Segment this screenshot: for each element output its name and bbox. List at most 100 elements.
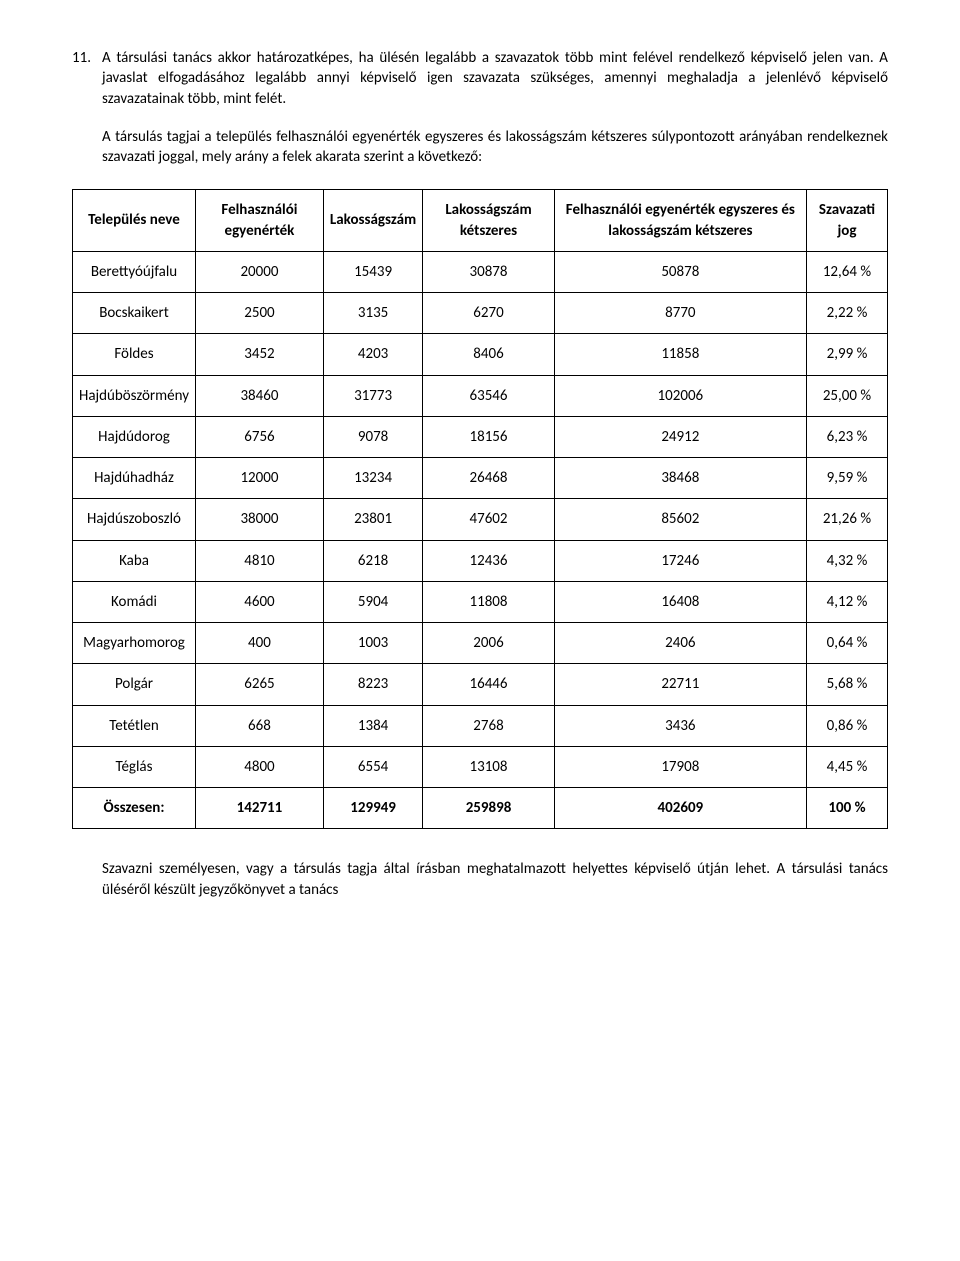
list-number: 11.: [72, 48, 102, 109]
cell-value: 38468: [554, 458, 806, 499]
cell-value: 2406: [554, 623, 806, 664]
cell-value: 400: [195, 623, 323, 664]
cell-value: 6270: [423, 293, 555, 334]
cell-value: 26468: [423, 458, 555, 499]
cell-value: 22711: [554, 664, 806, 705]
cell-value: 2006: [423, 623, 555, 664]
cell-total-value: 402609: [554, 788, 806, 829]
list-item-11: 11. A társulási tanács akkor határozatké…: [72, 48, 888, 109]
table-total-row: Összesen:142711129949259898402609100 %: [73, 788, 888, 829]
cell-name: Hajdúdorog: [73, 416, 196, 457]
col-header-combined: Felhasználói egyenérték egyszeres és lak…: [554, 190, 806, 252]
table-row: Kaba4810621812436172464,32 %: [73, 540, 888, 581]
cell-value: 4203: [323, 334, 422, 375]
cell-value: 9078: [323, 416, 422, 457]
table-row: Magyarhomorog4001003200624060,64 %: [73, 623, 888, 664]
cell-name: Berettyóújfalu: [73, 251, 196, 292]
paragraph-11: A társulási tanács akkor határozatképes,…: [102, 48, 888, 109]
cell-value: 85602: [554, 499, 806, 540]
cell-value: 5,68 %: [806, 664, 887, 705]
cell-total-value: 100 %: [806, 788, 887, 829]
cell-value: 4800: [195, 746, 323, 787]
cell-value: 16408: [554, 581, 806, 622]
table-row: Hajdúdorog6756907818156249126,23 %: [73, 416, 888, 457]
cell-value: 25,00 %: [806, 375, 887, 416]
cell-value: 50878: [554, 251, 806, 292]
cell-name: Polgár: [73, 664, 196, 705]
table-row: Berettyóújfalu2000015439308785087812,64 …: [73, 251, 888, 292]
cell-value: 2,22 %: [806, 293, 887, 334]
cell-value: 13108: [423, 746, 555, 787]
col-header-name: Település neve: [73, 190, 196, 252]
cell-name: Kaba: [73, 540, 196, 581]
cell-value: 12,64 %: [806, 251, 887, 292]
cell-value: 1003: [323, 623, 422, 664]
paragraph-weights: A társulás tagjai a település felhasznál…: [102, 127, 888, 168]
cell-value: 38460: [195, 375, 323, 416]
cell-value: 4600: [195, 581, 323, 622]
cell-value: 4810: [195, 540, 323, 581]
cell-value: 38000: [195, 499, 323, 540]
cell-value: 4,45 %: [806, 746, 887, 787]
cell-value: 1384: [323, 705, 422, 746]
cell-name: Hajdúszoboszló: [73, 499, 196, 540]
cell-value: 20000: [195, 251, 323, 292]
cell-value: 18156: [423, 416, 555, 457]
cell-value: 4,12 %: [806, 581, 887, 622]
cell-value: 6554: [323, 746, 422, 787]
cell-value: 8770: [554, 293, 806, 334]
cell-value: 8223: [323, 664, 422, 705]
table-row: Bocskaikert25003135627087702,22 %: [73, 293, 888, 334]
cell-name: Tetétlen: [73, 705, 196, 746]
table-row: Hajdúböszörmény38460317736354610200625,0…: [73, 375, 888, 416]
paragraph-voting-method: Szavazni személyesen, vagy a társulás ta…: [102, 859, 888, 900]
cell-value: 17246: [554, 540, 806, 581]
cell-value: 0,64 %: [806, 623, 887, 664]
cell-total-value: 259898: [423, 788, 555, 829]
table-row: Hajdúhadház120001323426468384689,59 %: [73, 458, 888, 499]
cell-value: 15439: [323, 251, 422, 292]
cell-name: Hajdúböszörmény: [73, 375, 196, 416]
cell-value: 0,86 %: [806, 705, 887, 746]
cell-name: Magyarhomorog: [73, 623, 196, 664]
table-row: Földes345242038406118582,99 %: [73, 334, 888, 375]
col-header-population: Lakosságszám: [323, 190, 422, 252]
cell-name: Komádi: [73, 581, 196, 622]
cell-value: 16446: [423, 664, 555, 705]
cell-total-label: Összesen:: [73, 788, 196, 829]
cell-value: 102006: [554, 375, 806, 416]
cell-value: 5904: [323, 581, 422, 622]
table-row: Polgár6265822316446227115,68 %: [73, 664, 888, 705]
table-row: Hajdúszoboszló3800023801476028560221,26 …: [73, 499, 888, 540]
cell-value: 9,59 %: [806, 458, 887, 499]
cell-value: 3452: [195, 334, 323, 375]
cell-name: Bocskaikert: [73, 293, 196, 334]
cell-value: 668: [195, 705, 323, 746]
cell-value: 13234: [323, 458, 422, 499]
cell-value: 47602: [423, 499, 555, 540]
cell-name: Hajdúhadház: [73, 458, 196, 499]
cell-value: 3436: [554, 705, 806, 746]
cell-value: 3135: [323, 293, 422, 334]
cell-value: 4,32 %: [806, 540, 887, 581]
cell-value: 2500: [195, 293, 323, 334]
cell-value: 23801: [323, 499, 422, 540]
cell-value: 63546: [423, 375, 555, 416]
cell-value: 6756: [195, 416, 323, 457]
cell-value: 6,23 %: [806, 416, 887, 457]
col-header-user-eq: Felhasználói egyenérték: [195, 190, 323, 252]
cell-total-value: 129949: [323, 788, 422, 829]
cell-value: 24912: [554, 416, 806, 457]
col-header-voting-right: Szavazati jog: [806, 190, 887, 252]
cell-value: 2,99 %: [806, 334, 887, 375]
cell-total-value: 142711: [195, 788, 323, 829]
table-row: Tetétlen6681384276834360,86 %: [73, 705, 888, 746]
cell-value: 21,26 %: [806, 499, 887, 540]
cell-value: 8406: [423, 334, 555, 375]
col-header-population-double: Lakosságszám kétszeres: [423, 190, 555, 252]
cell-value: 11808: [423, 581, 555, 622]
table-row: Komádi4600590411808164084,12 %: [73, 581, 888, 622]
cell-value: 11858: [554, 334, 806, 375]
cell-value: 30878: [423, 251, 555, 292]
cell-value: 31773: [323, 375, 422, 416]
